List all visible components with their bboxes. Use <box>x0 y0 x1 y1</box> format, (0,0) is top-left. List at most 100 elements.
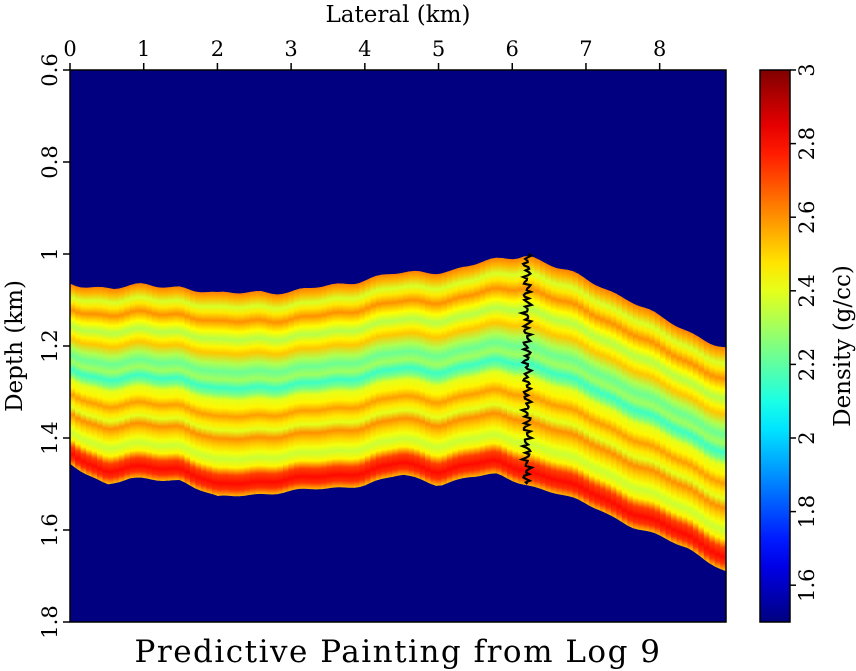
x-tick-label: 4 <box>358 37 371 61</box>
colorbar-tick-label: 2.2 <box>795 348 819 381</box>
layer-strip <box>490 257 497 474</box>
layer-strip <box>261 290 268 495</box>
layer-strip <box>517 256 525 485</box>
layer-strip <box>589 281 596 509</box>
layer-strip <box>654 311 661 536</box>
layer-strip <box>326 284 333 489</box>
layer-strip <box>102 287 109 485</box>
x-tick-label: 6 <box>506 37 519 61</box>
x-tick-label: 0 <box>63 37 76 61</box>
layer-strip <box>403 271 410 476</box>
layer-strip <box>75 285 82 472</box>
y-tick-label: 1.8 <box>38 605 62 638</box>
colorbar-tick-label: 1.8 <box>795 495 819 528</box>
x-axis-title: Lateral (km) <box>326 2 471 28</box>
layer-strip <box>425 272 432 485</box>
layer-strip <box>687 330 694 552</box>
layer-strip <box>370 275 377 483</box>
layer-strip <box>561 269 568 496</box>
layer-strip <box>632 303 639 530</box>
layer-strip <box>255 291 262 495</box>
layer-strip <box>392 273 399 478</box>
layer-strip <box>610 291 617 519</box>
x-tick-label: 1 <box>137 37 150 61</box>
y-tick-label: 1.2 <box>38 329 62 362</box>
layer-strip <box>534 257 541 489</box>
layer-strip <box>173 286 180 481</box>
colorbar-tick-label: 2.6 <box>795 200 819 233</box>
layer-strip <box>479 260 486 477</box>
y-axis-ticks: 0.6 0.8 1 1.2 1.4 1.6 1.8 <box>38 53 70 639</box>
layer-strip <box>239 292 246 497</box>
layer-strip <box>343 283 350 488</box>
layer-strip <box>113 288 120 484</box>
layer-strip <box>250 291 257 495</box>
layer-strip <box>419 271 426 482</box>
layer-strip <box>97 286 104 483</box>
layer-strip <box>676 326 683 547</box>
layer-strip <box>550 265 557 495</box>
layer-strip <box>321 285 328 490</box>
layer-strip <box>720 346 727 572</box>
layer-strip <box>244 291 251 496</box>
layer-strip <box>430 273 437 487</box>
layer-strip <box>211 291 218 497</box>
layer-strip <box>157 287 164 482</box>
y-tick-label: 1 <box>38 247 62 260</box>
layer-strip <box>353 282 361 488</box>
well-log-trace <box>517 253 536 485</box>
layer-strip <box>698 336 705 560</box>
layer-strip <box>414 270 421 479</box>
layer-strip <box>359 280 366 488</box>
layer-strip <box>189 289 197 489</box>
layer-strip <box>692 333 699 556</box>
colorbar-tick-label: 3 <box>795 63 819 76</box>
layer-strip <box>457 266 464 480</box>
layer-strip <box>69 283 76 469</box>
layer-strip <box>200 292 207 493</box>
x-axis-ticks: 0 1 2 3 4 5 6 7 8 <box>63 37 666 70</box>
layer-strip <box>474 262 481 477</box>
layer-strip <box>233 293 240 497</box>
layer-strip <box>572 271 579 500</box>
plot-area <box>69 70 727 622</box>
layer-strip <box>107 287 115 485</box>
layer-strip <box>206 291 213 495</box>
layer-strip <box>195 291 202 492</box>
layer-strip <box>463 265 470 479</box>
layer-strip <box>310 287 317 490</box>
layer-strip <box>583 277 590 506</box>
layer-strip <box>80 287 87 475</box>
layer-strip <box>86 287 93 478</box>
colorbar-tick-label: 1.6 <box>795 568 819 601</box>
colorbar-title: Density (g/cc) <box>830 265 856 427</box>
layer-strip <box>501 257 508 479</box>
layer-strip <box>703 340 710 564</box>
y-tick-label: 1.6 <box>38 513 62 546</box>
layer-strip <box>468 264 475 478</box>
x-tick-label: 5 <box>432 37 445 61</box>
layer-strip <box>118 286 125 483</box>
layer-strip <box>266 292 273 495</box>
layer-strip <box>627 300 634 529</box>
layer-strip <box>567 269 574 498</box>
layer-strip <box>140 283 147 479</box>
layer-strip <box>714 345 721 570</box>
layer-strip <box>184 287 191 486</box>
layer-strip <box>277 293 284 495</box>
layer-strip <box>545 262 552 493</box>
layer-strip <box>452 267 459 482</box>
layer-strip <box>135 283 142 478</box>
layer-strip <box>709 343 716 567</box>
layer-strip <box>348 284 355 488</box>
layer-strip <box>485 258 492 475</box>
layer-strip <box>441 271 448 486</box>
well-log-layer <box>517 253 536 485</box>
layer-strip <box>512 258 519 484</box>
layer-band <box>69 255 727 572</box>
layer-strip <box>397 272 404 476</box>
layer-strip <box>162 287 169 482</box>
layer-strip <box>408 270 415 477</box>
colorbar-frame <box>759 69 791 623</box>
